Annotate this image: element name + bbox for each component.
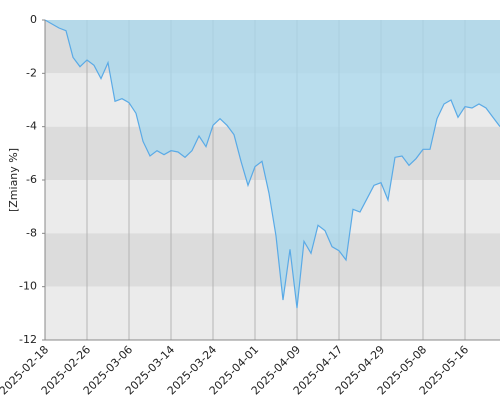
y-axis-label: [Zmiany %] xyxy=(7,148,20,212)
y-tick-label: -10 xyxy=(19,280,37,293)
grid-band xyxy=(45,233,500,287)
y-tick-label: -4 xyxy=(26,120,37,133)
area-fill xyxy=(45,20,500,308)
y-tick-label: 0 xyxy=(30,13,37,26)
y-tick-label: -6 xyxy=(26,173,37,186)
y-tick-label: -8 xyxy=(26,226,37,239)
y-tick-label: -12 xyxy=(19,333,37,346)
area-line xyxy=(44,19,500,309)
grid-band xyxy=(45,286,500,340)
y-tick-label: -2 xyxy=(26,66,37,79)
